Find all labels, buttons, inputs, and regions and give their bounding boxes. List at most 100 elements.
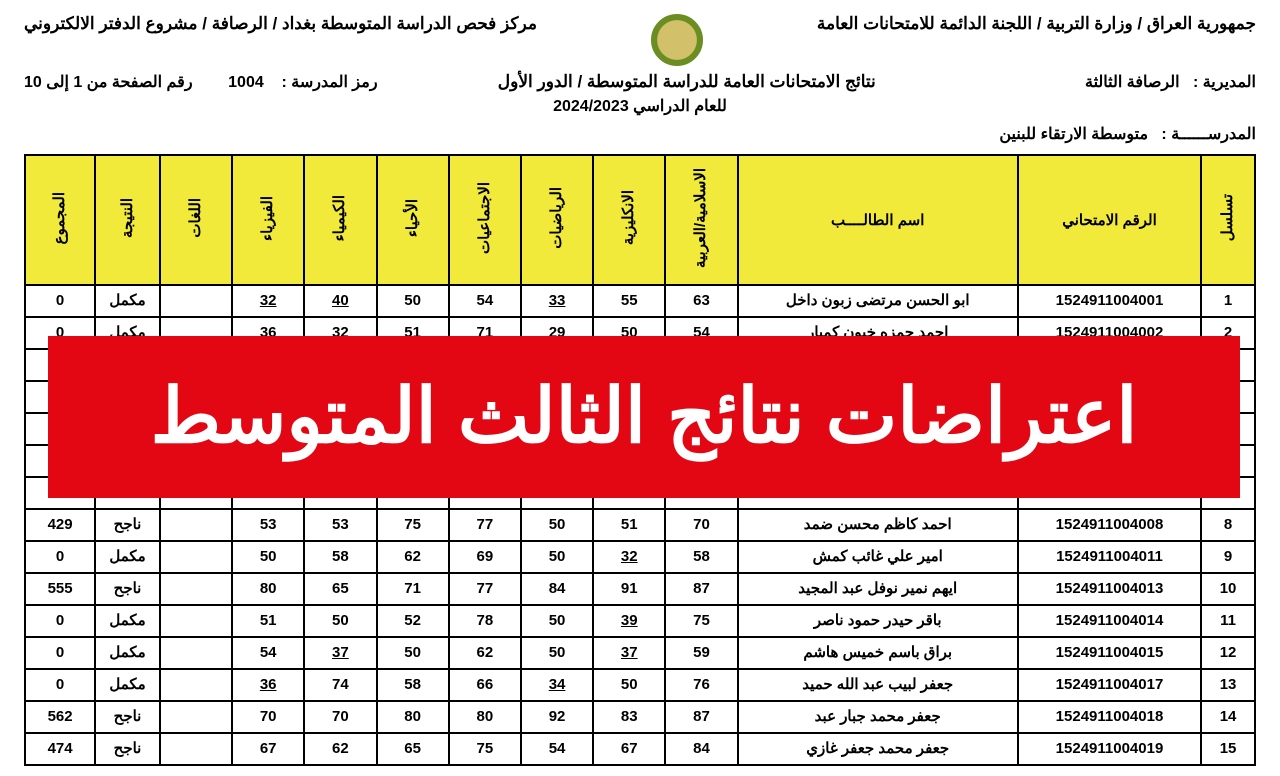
table-cell: 67: [593, 733, 665, 765]
col-sub7: الفيزياء: [232, 155, 304, 285]
table-cell: 80: [232, 573, 304, 605]
table-cell: 71: [377, 573, 449, 605]
table-cell: [160, 701, 232, 733]
table-cell: 429: [25, 509, 95, 541]
table-cell: 1524911004011: [1018, 541, 1201, 573]
table-cell: 1524911004001: [1018, 285, 1201, 317]
table-cell: 1524911004017: [1018, 669, 1201, 701]
directorate-value: الرصافة الثالثة: [1085, 74, 1180, 91]
table-cell: مكمل: [95, 605, 160, 637]
table-row: 91524911004011امير علي غائب كمش583250696…: [25, 541, 1255, 573]
table-row: 101524911004013ايهم نمير نوفل عبد المجيد…: [25, 573, 1255, 605]
table-cell: 51: [593, 509, 665, 541]
table-cell: 69: [449, 541, 521, 573]
table-cell: جعفر محمد جبار عبد: [738, 701, 1018, 733]
table-cell: 78: [449, 605, 521, 637]
table-cell: 76: [665, 669, 737, 701]
table-cell: 9: [1201, 541, 1255, 573]
results-title: نتائج الامتحانات العامة للدراسة المتوسطة…: [378, 72, 996, 92]
table-cell: ناجح: [95, 701, 160, 733]
table-cell: 1524911004008: [1018, 509, 1201, 541]
table-cell: 1524911004018: [1018, 701, 1201, 733]
table-cell: 74: [304, 669, 376, 701]
table-cell: 67: [232, 733, 304, 765]
table-cell: 83: [593, 701, 665, 733]
table-cell: 40: [304, 285, 376, 317]
table-cell: 58: [377, 669, 449, 701]
table-cell: ناجح: [95, 733, 160, 765]
table-cell: 13: [1201, 669, 1255, 701]
table-cell: 52: [377, 605, 449, 637]
table-cell: 80: [377, 701, 449, 733]
table-row: 11524911004001ابو الحسن مرتضى زبون داخل6…: [25, 285, 1255, 317]
table-cell: مكمل: [95, 637, 160, 669]
table-cell: 0: [25, 669, 95, 701]
table-cell: جعفر محمد جعفر غازي: [738, 733, 1018, 765]
school-label: المدرســــــة :: [1161, 126, 1256, 143]
table-cell: [160, 733, 232, 765]
table-cell: [160, 573, 232, 605]
table-cell: 54: [232, 637, 304, 669]
table-cell: 70: [232, 701, 304, 733]
table-cell: ايهم نمير نوفل عبد المجيد: [738, 573, 1018, 605]
table-cell: 14: [1201, 701, 1255, 733]
table-cell: 58: [665, 541, 737, 573]
school-value: متوسطة الارتقاء للبنين: [999, 126, 1148, 143]
table-cell: 70: [665, 509, 737, 541]
table-cell: 1524911004019: [1018, 733, 1201, 765]
overlay-banner: اعتراضات نتائج الثالث المتوسط: [48, 336, 1240, 498]
table-cell: 32: [593, 541, 665, 573]
table-cell: 50: [521, 637, 593, 669]
header-row-2: المديرية : الرصافة الثالثة نتائج الامتحا…: [24, 72, 1256, 96]
table-cell: 91: [593, 573, 665, 605]
directorate-label: المديرية :: [1193, 74, 1256, 91]
table-cell: 87: [665, 701, 737, 733]
table-cell: 50: [521, 541, 593, 573]
table-cell: 77: [449, 573, 521, 605]
table-cell: 50: [521, 509, 593, 541]
table-cell: ناجح: [95, 509, 160, 541]
table-cell: جعفر لبيب عبد الله حميد: [738, 669, 1018, 701]
table-cell: 53: [232, 509, 304, 541]
col-exam-no: الرقم الامتحاني: [1018, 155, 1201, 285]
table-header: تسلسل الرقم الامتحاني اسم الطالــــب الا…: [25, 155, 1255, 285]
table-cell: 34: [521, 669, 593, 701]
col-result: النتيجة: [95, 155, 160, 285]
academic-year: للعام الدراسي 2024/2023: [24, 96, 1256, 124]
table-cell: [160, 541, 232, 573]
table-cell: 11: [1201, 605, 1255, 637]
col-sub5: الأحياء: [377, 155, 449, 285]
table-cell: 50: [521, 605, 593, 637]
table-cell: باقر حيدر حمود ناصر: [738, 605, 1018, 637]
table-cell: 562: [25, 701, 95, 733]
col-sub6: الكيمياء: [304, 155, 376, 285]
table-cell: 66: [449, 669, 521, 701]
table-cell: 59: [665, 637, 737, 669]
table-cell: 0: [25, 285, 95, 317]
col-sub4: الاجتماعيات: [449, 155, 521, 285]
table-cell: 37: [593, 637, 665, 669]
table-cell: 12: [1201, 637, 1255, 669]
table-cell: 36: [232, 669, 304, 701]
table-row: 111524911004014باقر حيدر حمود ناصر753950…: [25, 605, 1255, 637]
table-cell: 10: [1201, 573, 1255, 605]
school-code-value: 1004: [228, 74, 264, 91]
table-cell: 474: [25, 733, 95, 765]
col-sub8: اللغات: [160, 155, 232, 285]
table-cell: 58: [304, 541, 376, 573]
table-cell: 65: [377, 733, 449, 765]
table-cell: [160, 285, 232, 317]
table-cell: 555: [25, 573, 95, 605]
table-cell: 84: [521, 573, 593, 605]
table-cell: 55: [593, 285, 665, 317]
directorate: المديرية : الرصافة الثالثة: [996, 72, 1256, 92]
table-cell: ناجح: [95, 573, 160, 605]
table-cell: 70: [304, 701, 376, 733]
table-row: 151524911004019جعفر محمد جعفر غازي846754…: [25, 733, 1255, 765]
table-cell: 15: [1201, 733, 1255, 765]
school-code-label: رمز المدرسة :: [282, 74, 378, 91]
table-cell: 39: [593, 605, 665, 637]
table-row: 131524911004017جعفر لبيب عبد الله حميد76…: [25, 669, 1255, 701]
col-sub3: الرياضيات: [521, 155, 593, 285]
table-cell: [160, 669, 232, 701]
